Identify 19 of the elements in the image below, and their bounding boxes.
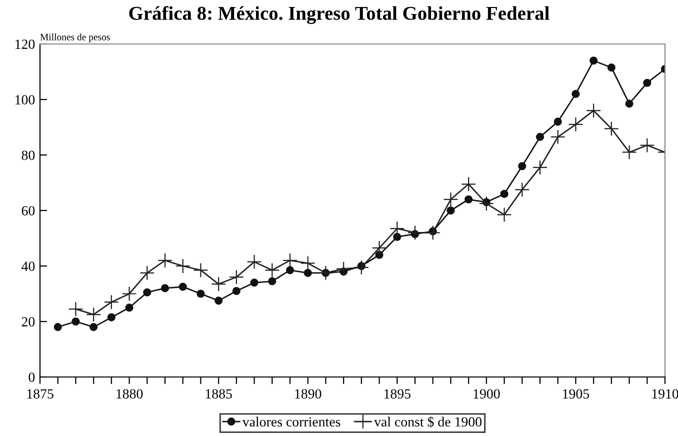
y-tick-label: 120 [16,40,35,49]
y-axis-title: Millones de pesos [40,34,110,42]
y-tick-label: 80 [22,150,35,160]
x-tick-label: 1900 [474,389,500,399]
x-tick-label: 1905 [563,389,590,399]
y-tick-label: 0 [28,372,35,382]
x-tick-label: 1895 [384,389,410,399]
x-tick-label: 1910 [652,389,678,399]
x-tick-label: 1880 [116,389,143,399]
x-tick-label: 1890 [295,389,322,399]
y-tick-label: 100 [16,95,35,104]
legend-label: valores corrientes [242,416,340,427]
y-tick-label: 40 [22,262,35,271]
legend-label: val const $ de 1900 [374,416,482,428]
x-tick-label: 1885 [206,389,232,399]
y-tick-label: 20 [22,317,35,326]
chart-title: Gráfica 8: México. Ingreso Total Gobierno Federal [129,6,550,24]
y-tick-label: 60 [22,206,35,216]
x-tick-label: 1875 [27,389,54,399]
